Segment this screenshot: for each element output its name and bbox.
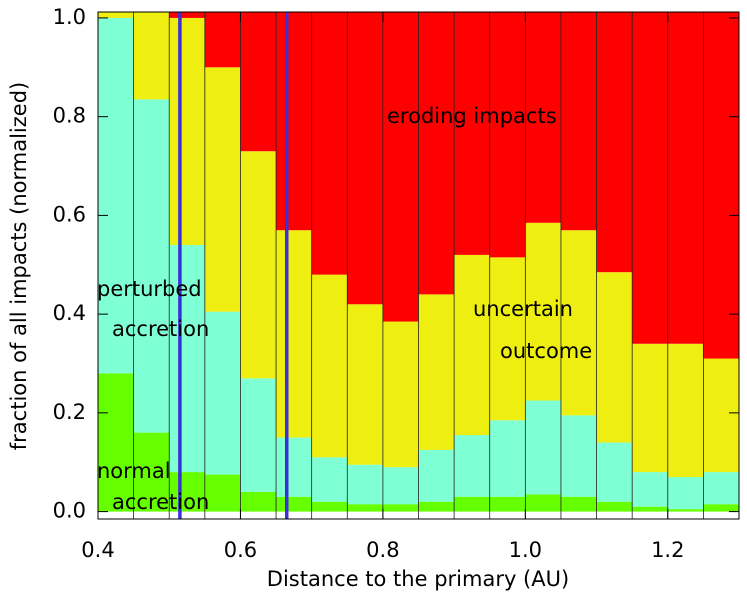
bar-segment xyxy=(204,12,241,68)
bar-segment xyxy=(98,373,134,512)
bar-segment xyxy=(311,12,348,275)
bar-segment xyxy=(276,496,312,512)
bar-segment xyxy=(347,464,383,505)
bar-segment xyxy=(276,437,312,497)
bar-segment xyxy=(632,472,668,507)
bar-segment xyxy=(133,12,170,100)
bar-segment xyxy=(667,509,704,512)
bar-segment xyxy=(489,420,526,497)
bar-segment xyxy=(560,415,597,497)
series-label: outcome xyxy=(500,339,592,363)
series-label: uncertain xyxy=(473,297,573,321)
bar-segment xyxy=(418,449,455,502)
bar-segment xyxy=(703,504,739,512)
bar-segment xyxy=(169,17,205,246)
bar-segment xyxy=(240,491,277,512)
bar-segment xyxy=(169,245,205,473)
bar-segment xyxy=(525,222,561,401)
bar-segment xyxy=(382,12,419,322)
x-tick-label: 1.0 xyxy=(509,538,542,562)
bar-segment xyxy=(596,442,633,502)
bar-segment xyxy=(489,496,526,512)
bar-segment xyxy=(204,311,241,475)
bar-segment xyxy=(667,343,704,478)
bar-segment xyxy=(560,12,597,231)
x-axis-label: Distance to the primary (AU) xyxy=(267,567,569,591)
y-tick-label: 0.8 xyxy=(53,104,86,128)
bar-segment xyxy=(454,496,490,512)
bar-segment xyxy=(632,12,668,344)
bar-segment xyxy=(240,12,277,152)
bar-segment xyxy=(276,230,312,438)
y-tick-label: 0.2 xyxy=(53,400,86,424)
series-label: perturbed xyxy=(97,277,202,301)
bar-segment xyxy=(454,435,490,497)
bar-segment xyxy=(667,12,704,344)
x-tick-label: 0.8 xyxy=(366,538,399,562)
bar-segment xyxy=(311,274,348,458)
bar-segment xyxy=(311,457,348,502)
bar-segment xyxy=(596,272,633,443)
bar-segment xyxy=(489,12,526,258)
y-axis-label: fraction of all impacts (normalized) xyxy=(7,82,31,450)
bar-segment xyxy=(240,378,277,492)
bar-segment xyxy=(418,12,455,295)
bar-segment xyxy=(204,67,241,312)
bar-segment xyxy=(276,12,312,231)
bar-segment xyxy=(98,12,134,18)
bar-segment xyxy=(632,343,668,473)
bar-segment xyxy=(703,472,739,505)
x-tick-label: 0.6 xyxy=(224,538,257,562)
bar-segment xyxy=(560,230,597,416)
bar-segment xyxy=(133,99,170,433)
bar-segment xyxy=(418,501,455,512)
bar-segment xyxy=(596,12,633,273)
plot-frame xyxy=(97,11,740,520)
bar-segment xyxy=(454,12,490,255)
series-label: eroding impacts xyxy=(387,104,557,128)
y-tick-label: 0.0 xyxy=(53,499,86,523)
bar-segment xyxy=(240,151,277,379)
bar-segment xyxy=(169,12,205,18)
bar-segment xyxy=(703,12,739,359)
bar-segment xyxy=(382,504,419,512)
y-tick-label: 1.0 xyxy=(53,5,86,29)
y-tick-label: 0.4 xyxy=(53,301,86,325)
bar-segment xyxy=(418,294,455,450)
series-label: accretion xyxy=(112,317,209,341)
bar-segment xyxy=(347,304,383,465)
bar-segment xyxy=(347,504,383,512)
bar-segment xyxy=(632,506,668,512)
bar-segment xyxy=(560,496,597,512)
bar-segment xyxy=(667,477,704,510)
series-label: normal xyxy=(97,459,171,483)
bar-segment xyxy=(454,254,490,436)
bar-segment xyxy=(525,494,561,512)
bar-segment xyxy=(169,472,205,512)
series-label: accretion xyxy=(112,490,209,514)
x-tick-label: 1.2 xyxy=(651,538,684,562)
bar-segment xyxy=(347,12,383,305)
bar-segment xyxy=(525,400,561,495)
bar-segment xyxy=(596,501,633,512)
bar-segment xyxy=(311,501,348,512)
bar-segment xyxy=(382,321,419,468)
y-tick-label: 0.6 xyxy=(53,202,86,226)
bar-segment xyxy=(525,12,561,223)
bar-segment xyxy=(703,358,739,473)
bar-segment xyxy=(382,467,419,505)
bar-segment xyxy=(133,432,170,512)
x-tick-label: 0.4 xyxy=(81,538,114,562)
bar-segment xyxy=(204,474,241,512)
bar-segment xyxy=(489,257,526,421)
